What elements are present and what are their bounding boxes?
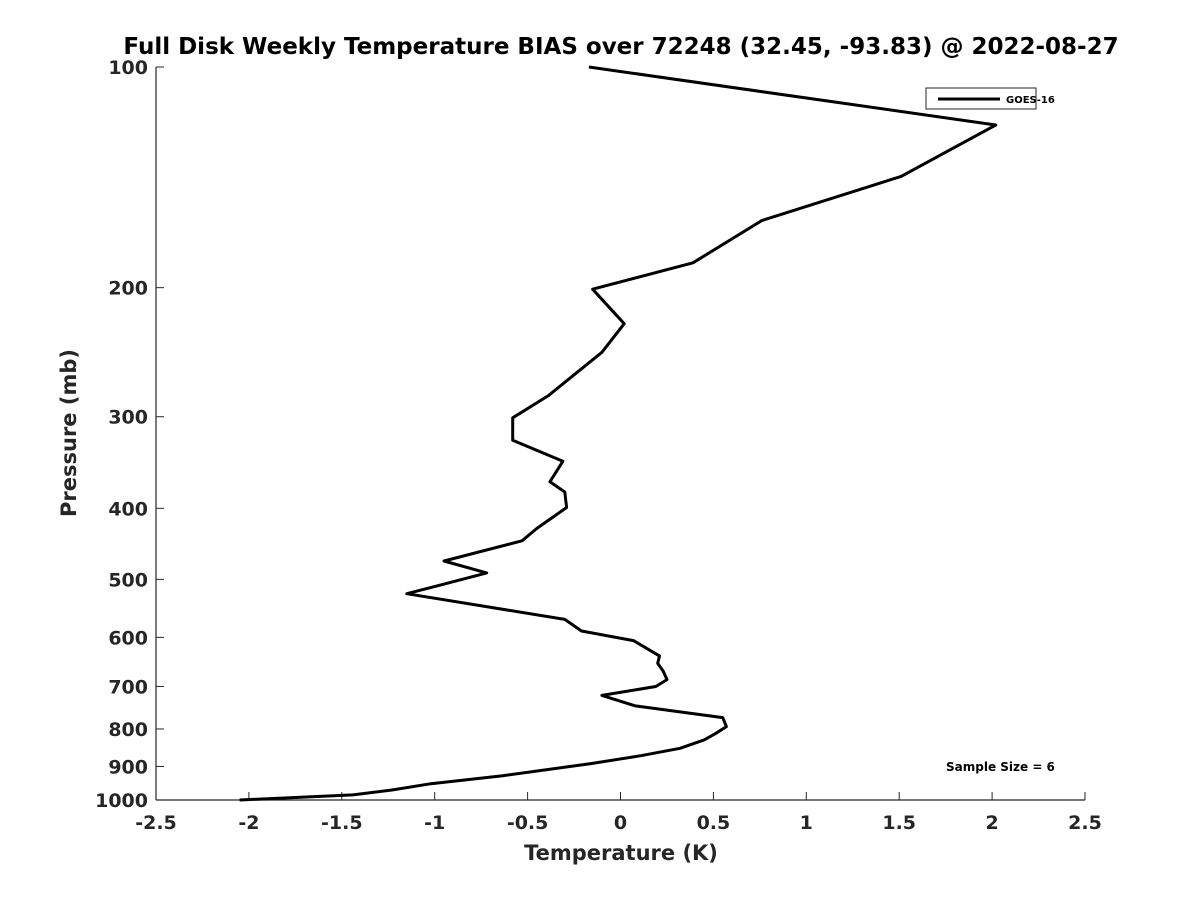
y-tick-label: 1000 <box>95 790 148 812</box>
x-tick-label: -2.5 <box>135 812 177 834</box>
x-tick-label: 2.5 <box>1068 812 1102 834</box>
y-tick-label: 900 <box>108 756 148 778</box>
x-tick-label: 0 <box>614 812 627 834</box>
x-tick-label: 0.5 <box>697 812 731 834</box>
y-tick-label: 400 <box>108 498 148 520</box>
chart-title: Full Disk Weekly Temperature BIAS over 7… <box>123 34 1118 60</box>
y-tick-label: 800 <box>108 719 148 741</box>
x-tick-label: -2 <box>238 812 259 834</box>
y-axis-label: Pressure (mb) <box>57 349 81 517</box>
x-tick-label: 2 <box>985 812 998 834</box>
x-tick-label: 1.5 <box>882 812 916 834</box>
y-tick-label: 200 <box>108 278 148 300</box>
x-tick-label: -1 <box>424 812 445 834</box>
axes: -2.5 -2 -1.5 -1 -0.5 0 0.5 1 1.5 2 2.5 100 200 300 40… <box>95 57 1102 834</box>
y-tick-label: 100 <box>108 57 148 79</box>
x-ticks: -2.5 -2 -1.5 -1 -0.5 0 0.5 1 1.5 2 2.5 <box>135 792 1102 834</box>
sample-size-annotation: Sample Size = 6 <box>946 760 1055 774</box>
y-tick-label: 600 <box>108 627 148 649</box>
legend: GOES-16 <box>925 87 1055 110</box>
x-tick-label: -1.5 <box>321 812 363 834</box>
y-ticks: 100 200 300 400 500 600 700 800 900 1000 <box>95 57 164 812</box>
y-tick-label: 700 <box>108 676 148 698</box>
y-tick-label: 500 <box>108 569 148 591</box>
legend-label-goes-16: GOES-16 <box>1006 95 1055 106</box>
series-layer <box>239 65 998 802</box>
x-axis-label: Temperature (K) <box>524 841 718 865</box>
series-line-goes-16 <box>239 65 998 802</box>
x-tick-label: -0.5 <box>507 812 549 834</box>
x-tick-label: 1 <box>800 812 813 834</box>
y-tick-label: 300 <box>108 407 148 429</box>
